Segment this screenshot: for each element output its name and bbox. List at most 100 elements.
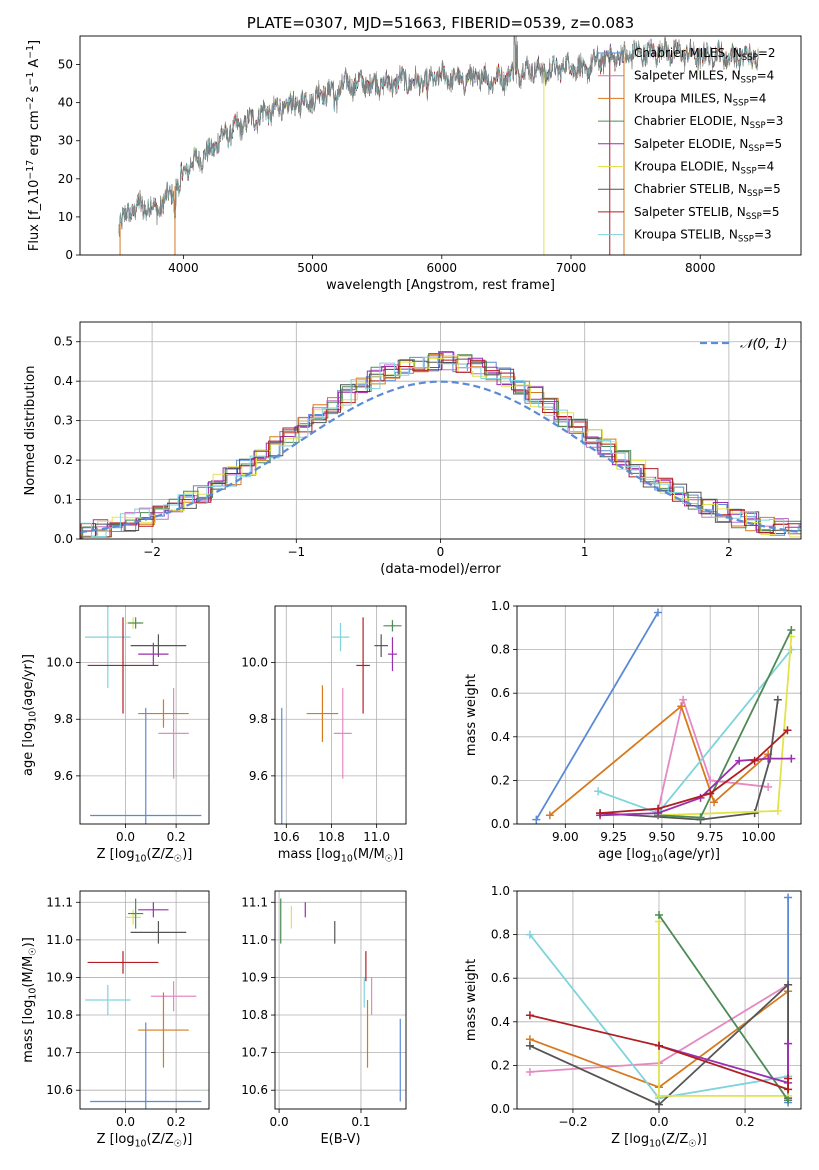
y-tick-label: 0.4	[54, 374, 73, 388]
y-tick-label: 40	[58, 96, 73, 110]
error-bar-point	[90, 707, 202, 824]
weight-marker	[525, 930, 534, 939]
y-axis-label: Normed distribution	[23, 366, 38, 496]
x-tick-label: 8000	[685, 261, 716, 275]
x-tick-label: 0.2	[167, 1115, 186, 1129]
y-tick-label: 0.4	[491, 730, 510, 744]
y-axis-label: mass weight	[464, 959, 479, 1041]
y-tick-label: 10.7	[46, 1046, 73, 1060]
age-vs-Z-axes: 0.0 0.2 9.6 9.8 10.0	[46, 606, 209, 844]
error-bar-point	[130, 921, 187, 944]
y-axis-label: age [log10​(age/yr)]	[21, 654, 38, 776]
weight-marker	[773, 695, 782, 704]
y-tick-label: 9.8	[249, 712, 268, 726]
x-tick-label: −1	[287, 545, 305, 559]
weight-marker	[735, 756, 744, 765]
x-tick-label: 0.2	[736, 1115, 755, 1129]
spectrum-axes: 4000 5000 6000 7000 8000 0 10 20 30 40 50	[58, 58, 716, 275]
y-tick-label: 0.3	[54, 414, 73, 428]
x-tick-label: 9.50	[649, 830, 676, 844]
weight-marker	[654, 804, 663, 813]
age-vs-Z-frame	[79, 605, 210, 825]
error-bar-point	[383, 620, 402, 632]
residual-histogram-4	[80, 351, 801, 534]
error-bar-point	[333, 688, 352, 779]
y-tick-label: 10.0	[46, 656, 73, 670]
x-tick-label: 1	[581, 545, 589, 559]
x-tick-label: −0.2	[558, 1115, 587, 1129]
x-tick-label: 11.0	[363, 830, 390, 844]
x-tick-label: 9.00	[552, 830, 579, 844]
error-bar-point	[90, 1022, 202, 1109]
error-bar-point	[125, 909, 141, 925]
observed-spectrum	[118, 36, 759, 237]
y-tick-label: 0.5	[54, 335, 73, 349]
x-tick-label: 4000	[168, 261, 199, 275]
mass-vs-Z-frame	[79, 890, 210, 1110]
x-tick-label: 0.0	[270, 1115, 289, 1129]
y-tick-label: 30	[58, 134, 73, 148]
weight-marker	[525, 1067, 534, 1076]
mass-weight-vs-age-frame	[516, 605, 802, 825]
residual-histogram-0	[80, 351, 801, 536]
x-tick-label: 9.25	[600, 830, 627, 844]
weight-marker	[696, 813, 705, 822]
weight-marker	[784, 980, 793, 989]
error-bar-point	[87, 951, 159, 974]
y-tick-label: 11.0	[241, 933, 268, 947]
weight-marker	[525, 1011, 534, 1020]
x-axis-label: E(B-V)	[320, 1132, 360, 1147]
y-axis-label: mass weight	[464, 674, 479, 756]
x-tick-label: 10.00	[741, 830, 775, 844]
x-axis-label: Z [log10​(Z/Z☉​)]	[611, 1132, 707, 1149]
y-axis-label: Flux [f_λ10−17​ erg cm−2​ s−1​ A−1​]	[25, 40, 42, 251]
legend-label: Kroupa ELODIE, NSSP​=4	[634, 160, 774, 177]
spectrum-frame	[79, 35, 802, 256]
weight-marker	[764, 754, 773, 763]
y-tick-label: 0.4	[491, 1015, 510, 1029]
weight-marker	[596, 809, 605, 818]
x-axis-label: age [log10​(age/yr)]	[598, 847, 720, 864]
y-tick-label: 0.2	[54, 453, 73, 467]
residuals-frame	[79, 321, 802, 540]
weight-marker	[679, 695, 688, 704]
weight-marker	[787, 625, 796, 634]
x-tick-label: 0.0	[116, 830, 135, 844]
weight-series-0	[535, 612, 659, 821]
y-tick-label: 0.6	[491, 971, 510, 985]
y-tick-label: 10	[58, 210, 73, 224]
legend-label: Chabrier MILES, NSSP​=2	[634, 46, 776, 63]
age-vs-mass-frame	[274, 605, 407, 825]
mass-weight-vs-age-axes: 9.00 9.25 9.50 9.75 10.00 0.0 0.2 0.4 0.6 0.8 1.0	[491, 599, 801, 844]
x-tick-label: 0	[437, 545, 445, 559]
y-tick-label: 11.0	[46, 933, 73, 947]
error-bar-point	[138, 699, 189, 728]
y-tick-label: 0.1	[54, 493, 73, 507]
y-tick-label: 10.7	[241, 1046, 268, 1060]
weight-marker	[532, 815, 541, 824]
x-tick-label: 0.0	[116, 1115, 135, 1129]
y-tick-label: 20	[58, 172, 73, 186]
y-tick-label: 10.6	[241, 1083, 268, 1097]
mass-weight-vs-Z-frame	[516, 890, 802, 1110]
x-tick-label: 10.6	[273, 830, 300, 844]
legend-label: Kroupa MILES, NSSP​=4	[634, 91, 766, 108]
x-tick-label: −2	[143, 545, 161, 559]
residual-histogram-7	[80, 359, 801, 539]
weight-marker	[773, 806, 782, 815]
y-tick-label: 9.6	[249, 769, 268, 783]
y-tick-label: 0.2	[491, 773, 510, 787]
weight-series-2	[549, 704, 769, 816]
y-axis-label: mass [log10​(M/M☉​)]	[21, 937, 38, 1063]
y-tick-label: 0.2	[491, 1058, 510, 1072]
y-tick-label: 1.0	[491, 884, 510, 898]
weight-marker	[655, 1100, 663, 1109]
error-bar-point	[87, 617, 159, 714]
y-tick-label: 11.1	[46, 895, 73, 909]
spectrum-title: PLATE=0307, MJD=51663, FIBERID=0539, z=0…	[247, 14, 634, 32]
y-tick-label: 10.8	[241, 1008, 268, 1022]
error-bar-point	[356, 617, 370, 714]
y-tick-label: 0.6	[491, 686, 510, 700]
x-axis-label: (data-model)/error	[380, 562, 501, 577]
mass-vs-Z-axes: 0.0 0.2 10.6 10.7 10.8 10.9 11.0 11.1	[46, 891, 209, 1129]
